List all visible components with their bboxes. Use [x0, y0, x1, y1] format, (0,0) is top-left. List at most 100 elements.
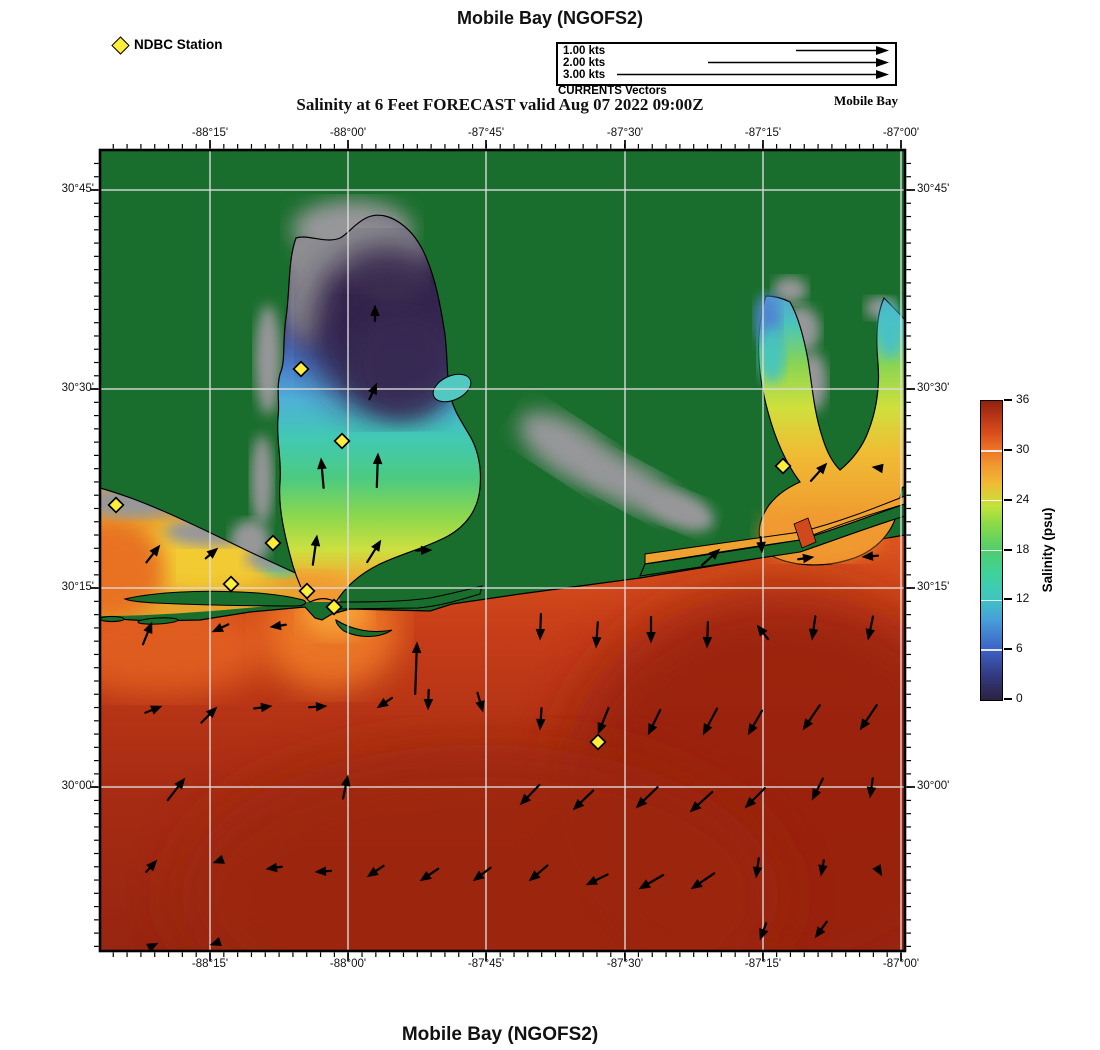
current-arrow [475, 691, 485, 713]
current-arrow [200, 706, 218, 724]
current-arrow [419, 867, 440, 882]
current-arrow [314, 866, 333, 877]
gulf-water [100, 535, 905, 951]
lat-tick-label-right: 30°15' [917, 581, 950, 593]
colorbar-title: Salinity (psu) [1040, 507, 1055, 593]
current-arrow [204, 547, 219, 560]
colorbar-gridline [981, 649, 1002, 651]
colorbar-tick [1004, 698, 1012, 700]
lat-tick-label-right: 30°30' [917, 382, 950, 394]
lon-tick-label-bottom: -88°15' [191, 958, 229, 970]
current-arrow [310, 534, 321, 566]
sand-island [335, 619, 393, 638]
legend-arrows [617, 46, 889, 79]
current-arrow [797, 553, 815, 564]
current-arrow [265, 862, 283, 873]
current-arrow [145, 859, 158, 873]
current-arrow [209, 937, 222, 947]
ndbc-station-marker [264, 534, 282, 552]
current-arrow [269, 620, 287, 631]
colorbar-gridline [981, 450, 1002, 452]
current-arrow [744, 787, 766, 809]
ndbc-station-marker [292, 360, 310, 378]
current-arrow [141, 621, 153, 646]
ndbc-station-marker [774, 457, 792, 475]
lat-tick-label-left: 30°30' [61, 382, 94, 394]
current-arrow [166, 777, 186, 802]
current-arrow [519, 783, 541, 806]
lon-tick-label-top: -87°30' [606, 127, 644, 139]
current-arrow [370, 304, 380, 323]
current-arrow [747, 709, 764, 736]
bay-coastline [277, 214, 482, 603]
current-arrow [414, 545, 433, 556]
current-arrow [759, 921, 769, 941]
colorbar-tick [1004, 598, 1012, 601]
current-arrow [366, 539, 382, 564]
ndbc-station-marker [325, 598, 343, 616]
lon-tick-label-top: -87°00' [882, 127, 920, 139]
current-arrow [808, 615, 819, 641]
axis-ticks [90, 140, 915, 961]
region-label: Mobile Bay [834, 93, 898, 108]
lat-tick-label-left: 30°45' [61, 183, 94, 195]
current-arrow [212, 854, 225, 864]
ndbc-station-marker [298, 582, 316, 600]
current-arrow [253, 702, 273, 713]
current-arrow [635, 786, 659, 809]
current-arrow [702, 620, 713, 649]
current-arrow [871, 463, 884, 474]
current-arrow [689, 790, 714, 813]
current-arrow [144, 705, 163, 715]
current-arrow [861, 551, 880, 561]
current-arrow [638, 873, 665, 890]
ndbc-stations [107, 360, 792, 751]
kts-label-3: 3.00 kts [563, 69, 606, 81]
current-arrow [585, 873, 609, 886]
lon-tick-label-bottom: -88°00' [329, 958, 367, 970]
current-arrow [472, 866, 492, 882]
colorbar-tick-label: 12 [1016, 591, 1030, 606]
forecast-subtitle: Salinity at 6 Feet FORECAST valid Aug 07… [296, 95, 704, 114]
colorbar-tick [1004, 448, 1012, 451]
current-arrow [802, 704, 821, 731]
west-islet [99, 615, 125, 623]
current-arrow [411, 641, 422, 696]
colorbar-tick [1004, 399, 1012, 401]
lon-tick-label-top: -88°00' [329, 127, 367, 139]
lon-tick-label-bottom: -87°15' [744, 958, 782, 970]
current-arrow [341, 774, 351, 800]
colorbar-gridline [981, 549, 1002, 552]
perdido-pass-inlet [793, 517, 817, 549]
ndbc-station-marker [589, 733, 607, 751]
lon-tick-label-top: -87°15' [744, 127, 782, 139]
current-arrow [528, 864, 549, 882]
ndbc-legend-label: NDBC Station [134, 37, 223, 52]
lat-tick-label-left: 30°15' [61, 581, 94, 593]
lon-tick-label-bottom: -87°45' [467, 958, 505, 970]
current-arrow [211, 623, 230, 633]
lat-tick-label-left: 30°00' [61, 780, 94, 792]
lon-tick-label-top: -87°45' [467, 127, 505, 139]
current-arrow [866, 777, 877, 799]
current-arrow [145, 544, 161, 564]
colorbar-tick-label: 30 [1016, 441, 1030, 456]
current-arrow [752, 857, 763, 879]
current-arrow [366, 864, 385, 878]
current-arrow [814, 920, 828, 939]
current-arrow [307, 701, 328, 712]
colorbar-tick [1004, 648, 1012, 651]
colorbar-tick [1004, 548, 1012, 551]
lon-tick-label-bottom: -87°00' [882, 958, 920, 970]
colorbar-gridline [981, 599, 1002, 602]
currents-caption: CURRENTS Vectors [558, 85, 667, 97]
current-arrow [535, 706, 546, 731]
colorbar-tick-label: 0 [1016, 691, 1023, 705]
colorbar-gridline [981, 499, 1002, 502]
current-arrow [702, 707, 719, 736]
colorbar-tick-label: 18 [1016, 541, 1030, 556]
current-arrow [809, 462, 828, 482]
map-frame [98, 148, 907, 953]
current-arrow [423, 688, 434, 711]
current-arrow [756, 535, 766, 554]
